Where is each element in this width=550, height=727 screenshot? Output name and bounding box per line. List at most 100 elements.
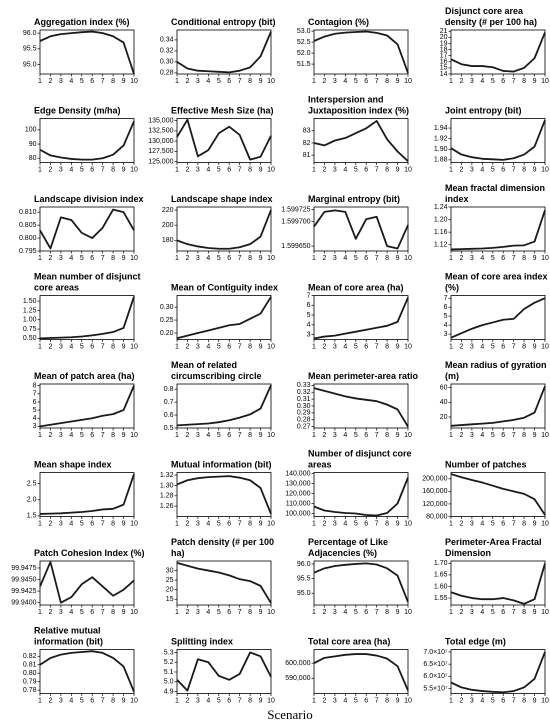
y-tick-label: 1.60 [434,583,448,590]
y-tick-label: 6 [307,302,311,309]
x-tick-label: 1 [449,78,453,85]
plot-frame [39,649,135,694]
y-tick-label: 590,000 [285,675,310,682]
x-tick-label: 1 [38,609,42,616]
panel-title: Number of patches [445,460,527,470]
panel: Perimeter-Area Fractal Dimension 1.55 1.60… [434,537,549,615]
y-tick-label: 0.79 [23,678,37,685]
y-tick-label: 16 [440,59,448,66]
panel-title: Patch Cohesion Index (%) [34,548,145,558]
x-tick-label: 8 [522,78,526,85]
x-tick-label: 2 [322,78,326,85]
y-tick-label: 1.26 [160,503,174,510]
x-tick-label: 4 [343,166,347,173]
y-tick-label: 127,500 [148,148,173,155]
x-tick-label: 8 [522,520,526,527]
x-tick-label: 5 [354,166,358,173]
data-line [313,297,409,340]
y-tick-label: 0.29 [297,410,311,417]
plot-frame [450,29,546,75]
y-tick-label: 52.0 [297,50,311,57]
x-tick-label: 1 [175,166,179,173]
x-tick-label: 5 [354,697,358,704]
x-tick-label: 2 [459,78,463,85]
y-tick-label: 1.65 [434,572,448,579]
x-tick-label: 8 [385,432,389,439]
x-tick-label: 5 [491,432,495,439]
x-tick-label: 7 [512,343,516,350]
y-tick-label: 83 [303,128,311,135]
plot-frame [313,472,409,517]
x-tick-label: 10 [404,609,412,616]
x-tick-label: 4 [69,255,73,262]
panel: Splitting index 4.9 5.0 5.1 5.2 5.3 1 2 3 4 5 6 7 8 9 1… [164,637,275,704]
x-tick-label: 1 [175,255,179,262]
x-tick-label: 1 [175,432,179,439]
x-tick-label: 10 [541,78,549,85]
x-tick-label: 1 [312,432,316,439]
x-tick-label: 6 [364,697,368,704]
x-tick-label: 3 [333,343,337,350]
y-tick-label: 200 [162,222,174,229]
x-tick-label: 7 [512,78,516,85]
x-tick-label: 10 [404,255,412,262]
plot-frame [39,560,135,606]
x-tick-label: 2 [185,432,189,439]
y-tick-label: 0.28 [297,417,311,424]
x-tick-label: 3 [333,432,337,439]
x-tick-label: 9 [396,609,400,616]
x-tick-label: 10 [541,520,549,527]
y-tick-label: 0.32 [160,48,174,55]
y-tick-label: 25 [166,577,174,584]
y-tick-label: 7 [33,391,37,398]
y-tick-label: 0.30 [160,59,174,66]
x-tick-label: 3 [196,520,200,527]
y-tick-label: 0.50 [23,335,37,342]
x-tick-label: 6 [90,255,94,262]
x-tick-label: 1 [38,78,42,85]
y-tick-label: 0.80 [23,670,37,677]
y-tick-label: 0.33 [297,382,311,389]
data-line [450,209,546,251]
x-tick-label: 6 [501,697,505,704]
y-tick-label: 0.82 [23,653,37,660]
x-tick-label: 5 [354,255,358,262]
x-tick-label: 3 [333,609,337,616]
data-line [313,387,409,428]
panel: Total core area (ha) 590,000 600,000 1 2 3 4 5 6… [285,637,412,704]
x-tick-label: 2 [459,255,463,262]
x-tick-label: 1 [449,343,453,350]
panel-title: Interspersion and Juxtaposition index (%… [308,95,409,116]
x-tick-label: 2 [185,520,189,527]
y-tick-label: 4.9 [164,688,174,695]
x-tick-label: 8 [522,609,526,616]
y-tick-label: 5.2 [164,659,174,666]
x-tick-label: 1 [175,78,179,85]
x-tick-label: 6 [90,343,94,350]
x-tick-label: 2 [48,609,52,616]
x-tick-label: 6 [364,255,368,262]
x-tick-label: 3 [470,343,474,350]
x-tick-label: 9 [533,697,537,704]
x-tick-label: 5 [354,609,358,616]
y-tick-label: 5.3 [164,649,174,656]
y-tick-label: 2.0 [27,497,37,504]
x-tick-label: 10 [404,166,412,173]
panel: Percentage of Like Adjacencies (%)95.095… [297,537,412,615]
y-tick-label: 8 [33,382,37,389]
x-tick-label: 2 [459,343,463,350]
y-tick-label: 14 [440,71,448,78]
data-line [450,385,546,427]
x-tick-label: 7 [101,166,105,173]
x-tick-label: 2 [185,166,189,173]
y-tick-label: 220 [162,207,174,214]
x-tick-label: 3 [196,255,200,262]
x-tick-label: 2 [322,343,326,350]
y-tick-label: 600,000 [285,660,310,667]
panel-title: Mean shape index [34,460,112,470]
plot-frame [176,295,272,340]
y-tick-label: 82 [303,140,311,147]
x-tick-label: 2 [322,432,326,439]
x-tick-label: 4 [480,432,484,439]
